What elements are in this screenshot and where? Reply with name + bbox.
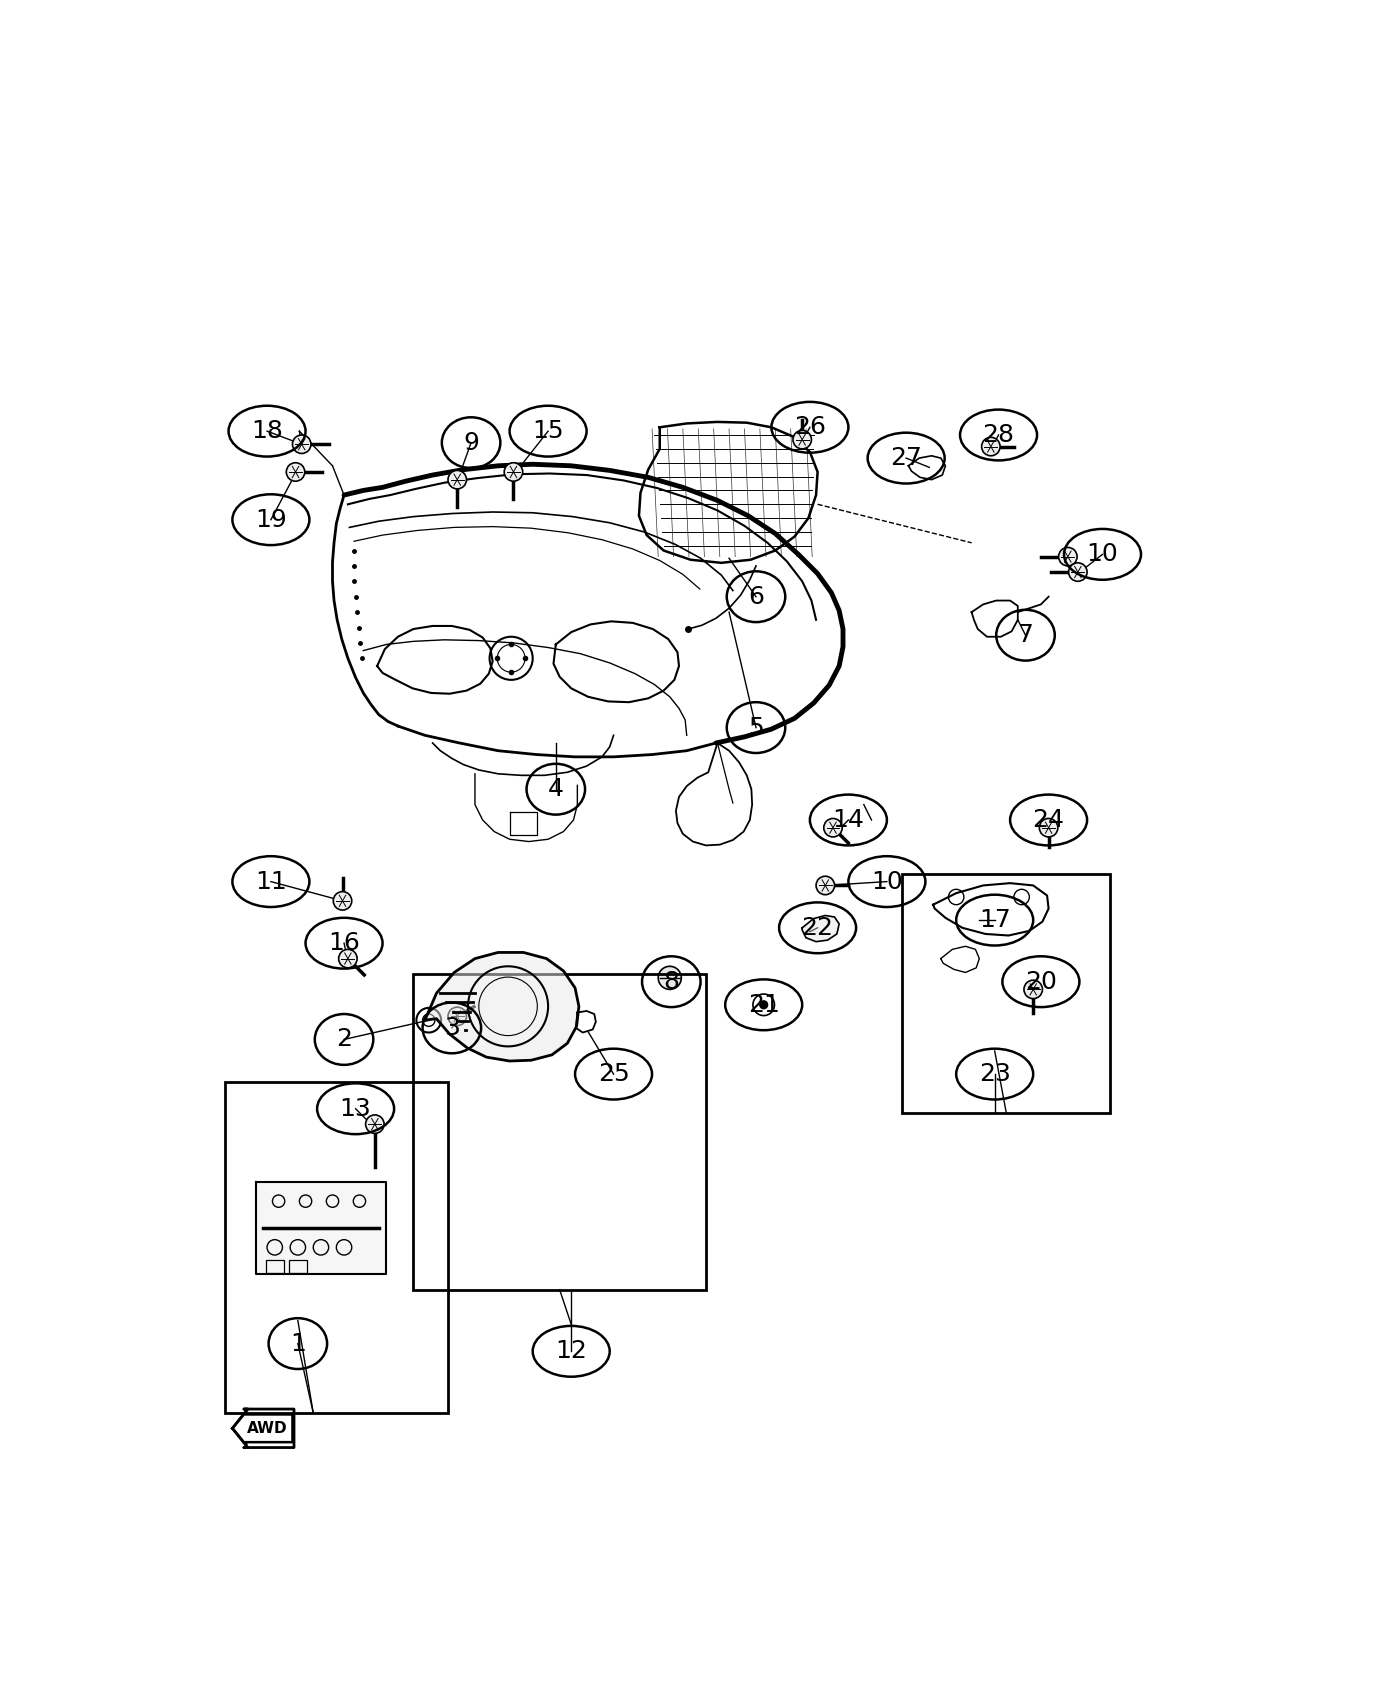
Circle shape [816,876,834,894]
Text: 7: 7 [1018,624,1033,648]
Circle shape [339,949,357,967]
Text: 17: 17 [979,908,1011,932]
Text: 2: 2 [336,1027,351,1051]
Text: 10: 10 [1086,542,1119,566]
Text: 28: 28 [983,423,1015,447]
Text: 25: 25 [598,1062,630,1086]
Text: 27: 27 [890,445,923,471]
Text: 24: 24 [1033,808,1064,831]
Circle shape [293,435,311,454]
Text: 6: 6 [748,585,764,609]
Circle shape [1023,981,1043,998]
Text: 5: 5 [748,716,764,740]
Circle shape [658,966,682,989]
Polygon shape [255,1182,386,1275]
Text: 18: 18 [251,420,283,444]
Text: 19: 19 [255,508,287,532]
Text: 13: 13 [340,1096,371,1120]
Text: 3: 3 [444,1017,459,1040]
Circle shape [448,471,466,490]
Text: AWD: AWD [246,1421,287,1436]
Circle shape [981,437,1000,456]
Text: 15: 15 [532,420,564,444]
Text: 4: 4 [547,777,564,801]
Circle shape [792,430,812,449]
Circle shape [365,1115,384,1134]
Circle shape [333,891,351,910]
Circle shape [759,1000,769,1010]
Text: 8: 8 [664,969,679,994]
Text: 12: 12 [556,1340,587,1363]
Text: 9: 9 [463,430,479,454]
Bar [266,1260,284,1273]
Circle shape [504,462,522,481]
Text: 11: 11 [255,870,287,894]
Polygon shape [802,916,839,942]
Bar [224,1081,448,1413]
Text: 10: 10 [871,870,903,894]
Text: 26: 26 [794,415,826,439]
Circle shape [286,462,305,481]
Text: 21: 21 [748,993,780,1017]
Text: 23: 23 [979,1062,1011,1086]
Text: 22: 22 [802,916,833,940]
Bar [413,974,706,1290]
Circle shape [823,818,843,836]
Text: 20: 20 [1025,969,1057,994]
Text: 16: 16 [328,932,360,955]
Circle shape [1068,563,1088,581]
Bar [288,1260,307,1273]
Circle shape [448,1006,466,1025]
Circle shape [1039,818,1058,836]
Text: 1: 1 [290,1331,305,1355]
Text: 14: 14 [833,808,864,831]
Circle shape [1058,547,1077,566]
Polygon shape [426,952,580,1061]
Bar [903,874,1110,1112]
